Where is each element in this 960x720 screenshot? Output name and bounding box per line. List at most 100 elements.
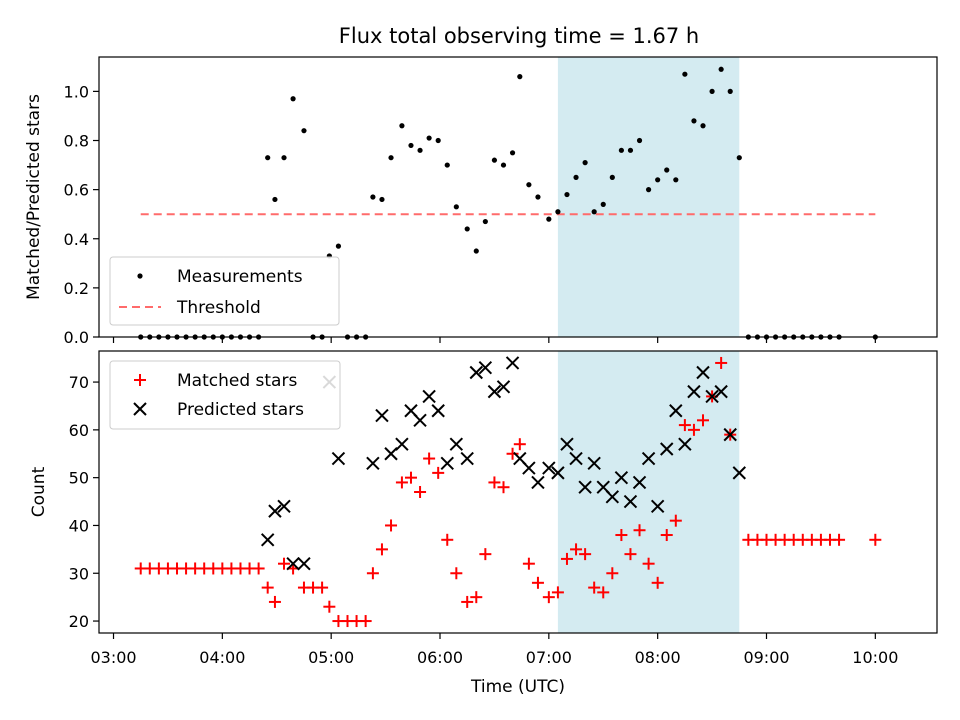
predicted-stars-point xyxy=(449,437,464,451)
matched-stars-point xyxy=(660,529,673,542)
measurements-point xyxy=(281,155,287,161)
measurements-point xyxy=(509,150,516,156)
legend-measurements-label: Measurements xyxy=(177,267,303,287)
predicted-stars-point xyxy=(384,447,398,461)
ratio-y-axis-label: Matched/Predicted stars xyxy=(24,94,44,300)
predicted-stars-point xyxy=(678,437,692,451)
legend-matched-label: Matched stars xyxy=(177,371,297,391)
predicted-stars-point xyxy=(632,475,647,490)
matched-stars-point xyxy=(560,552,573,565)
matched-stars-point xyxy=(833,533,846,546)
count-plot-area xyxy=(134,356,882,628)
matched-stars-point xyxy=(687,423,700,436)
measurements-point xyxy=(290,96,296,102)
measurements-point xyxy=(517,74,523,80)
x-tick-label: 07:00 xyxy=(526,648,572,667)
predicted-stars-point xyxy=(542,461,556,475)
measurements-point xyxy=(546,216,552,222)
matched-stars-point xyxy=(869,533,882,546)
matched-stars-point xyxy=(441,533,454,546)
predicted-stars-point xyxy=(469,365,483,380)
predicted-stars-point xyxy=(260,533,275,547)
measurements-point xyxy=(655,177,661,183)
predicted-stars-point xyxy=(714,384,728,399)
ratio-y-tick-label: 0.8 xyxy=(64,132,89,151)
count-x-ticks: 03:00 04:00 05:00 06:00 07:00 08:00 09:00 10:00 xyxy=(90,633,898,667)
count-y-tick-label: 70 xyxy=(69,373,89,392)
count-y-ticks: 20 30 40 50 60 70 xyxy=(69,373,99,631)
observing-window-highlight-bottom xyxy=(557,351,740,633)
measurements-point xyxy=(444,162,450,168)
measurements-point xyxy=(600,201,606,207)
matched-stars-point xyxy=(633,524,646,537)
count-y-tick-label: 30 xyxy=(69,564,89,583)
matched-stars-point xyxy=(606,567,619,580)
predicted-stars-point xyxy=(687,384,701,399)
count-y-tick-label: 40 xyxy=(69,516,89,535)
measurements-point xyxy=(682,71,688,77)
matched-stars-point xyxy=(414,486,427,498)
predicted-stars-point xyxy=(578,480,592,494)
matched-stars-point xyxy=(669,514,682,527)
measurements-point xyxy=(388,155,394,161)
x-tick-label: 04:00 xyxy=(199,648,245,667)
ratio-y-tick-label: 0.2 xyxy=(64,279,89,298)
predicted-stars-point xyxy=(705,389,719,404)
measurements-point xyxy=(272,196,278,203)
matched-stars-point xyxy=(268,595,281,608)
matched-stars-point xyxy=(497,481,510,494)
predicted-stars-point xyxy=(268,504,282,518)
ratio-y-tick-label: 0.0 xyxy=(64,328,89,347)
predicted-stars-point xyxy=(496,380,511,394)
predicted-stars-point xyxy=(460,451,474,466)
ratio-y-ticks: 0.0 0.2 0.4 0.6 0.8 1.0 xyxy=(64,82,99,347)
predicted-stars-point xyxy=(395,437,409,451)
matched-stars-point xyxy=(531,576,544,589)
chart-title: Flux total observing time = 1.67 h xyxy=(339,24,699,48)
predicted-stars-point xyxy=(614,470,629,485)
measurements-point xyxy=(609,174,615,180)
observing-window-highlight-top xyxy=(557,57,740,337)
measurements-point xyxy=(736,155,742,161)
matched-stars-point xyxy=(588,581,601,594)
predicted-stars-point xyxy=(422,389,436,404)
matched-stars-point xyxy=(624,548,637,561)
measurements-point xyxy=(700,123,706,129)
predicted-stars-point xyxy=(560,437,574,451)
matched-stars-point xyxy=(461,595,474,608)
measurements-point xyxy=(473,248,479,254)
measurements-point xyxy=(535,194,541,200)
matched-stars-point xyxy=(542,591,555,604)
legend-measurements-marker xyxy=(137,273,143,279)
matched-stars-point xyxy=(359,615,372,628)
predicted-stars-point xyxy=(375,408,389,423)
matched-stars-point xyxy=(479,548,492,561)
ratio-axes-frame xyxy=(98,56,938,338)
x-tick-label: 03:00 xyxy=(90,648,136,667)
measurements-point xyxy=(564,191,570,198)
matched-stars-point xyxy=(615,529,628,542)
matched-stars-point xyxy=(316,581,329,594)
predicted-stars-point xyxy=(478,361,493,375)
measurements-point xyxy=(435,137,441,144)
ratio-y-tick-label: 0.4 xyxy=(64,230,89,249)
matched-stars-point xyxy=(488,476,501,489)
matched-stars-point xyxy=(470,591,483,604)
matched-stars-point xyxy=(506,447,519,460)
measurements-point xyxy=(727,88,733,94)
matched-stars-point xyxy=(579,548,592,561)
predicted-stars-point xyxy=(696,365,710,380)
measurements-point xyxy=(526,182,532,188)
predicted-stars-point xyxy=(431,404,445,418)
matched-stars-point xyxy=(261,581,274,594)
matched-stars-point xyxy=(551,586,564,599)
measurements-point xyxy=(408,142,414,149)
matched-stars-point xyxy=(375,543,388,556)
count-legend: Matched stars Predicted stars xyxy=(109,360,341,430)
predicted-stars-point xyxy=(286,556,300,571)
measurements-point xyxy=(636,137,643,144)
measurements-point xyxy=(673,177,679,183)
matched-stars-point xyxy=(278,557,291,570)
measurements-point xyxy=(426,135,432,141)
